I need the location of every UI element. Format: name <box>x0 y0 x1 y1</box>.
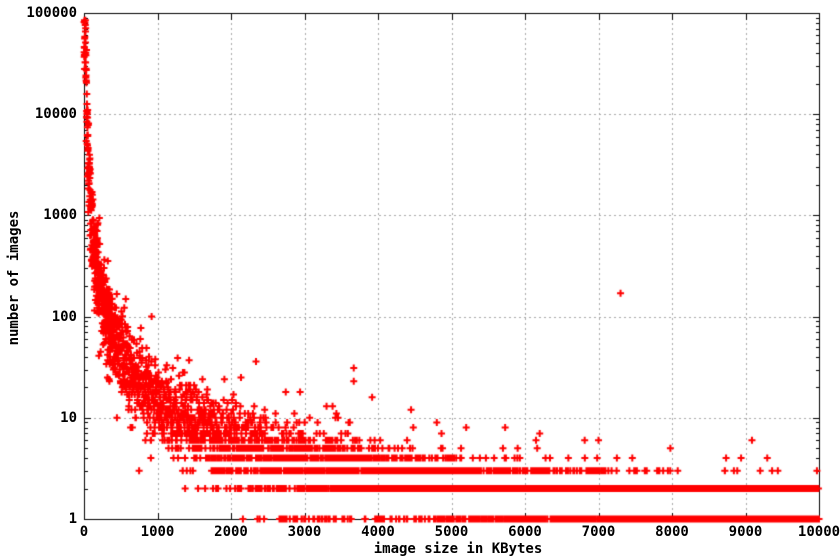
x-tick-label: 8000 <box>655 524 689 540</box>
x-tick-label: 5000 <box>434 524 469 540</box>
y-tick-label: 1 <box>68 511 77 527</box>
x-tick-label: 2000 <box>214 524 248 540</box>
y-tick-label: 100 <box>51 308 77 325</box>
x-tick-label: 1000 <box>140 524 175 540</box>
x-tick-label: 0 <box>79 524 89 540</box>
y-tick-label: 1000 <box>43 207 77 224</box>
x-tick-label: 9000 <box>728 524 763 540</box>
y-tick-label: 100000 <box>26 5 77 21</box>
y-tick-label: 10000 <box>34 106 77 123</box>
x-tick-label: 10000 <box>797 524 840 540</box>
x-axis-title: image size in KBytes <box>373 541 543 557</box>
y-tick-label: 10 <box>60 409 77 426</box>
x-tick-label: 7000 <box>581 524 616 540</box>
x-tick-label: 4000 <box>361 524 395 540</box>
x-tick-label: 6000 <box>508 524 542 540</box>
y-axis-title: number of images <box>6 210 22 346</box>
x-tick-label: 3000 <box>287 524 322 540</box>
